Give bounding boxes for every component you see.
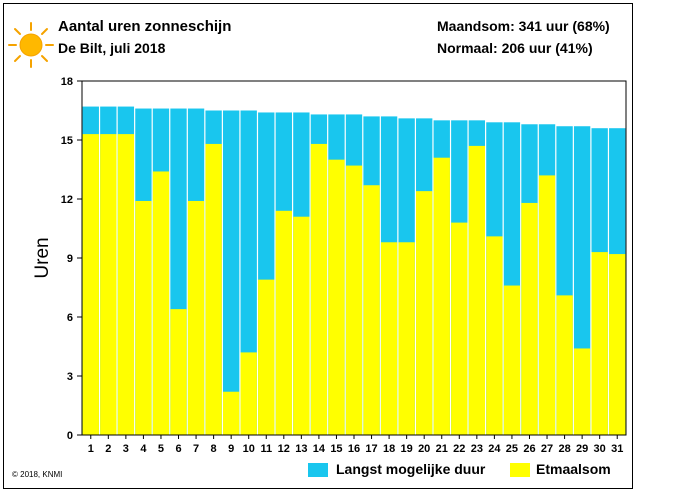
y-tick-label: 9 xyxy=(67,253,73,265)
bar-daily-sum-29 xyxy=(573,348,591,435)
x-tick-label: 12 xyxy=(278,443,290,455)
bar-daily-sum-5 xyxy=(152,171,170,435)
bar-daily-sum-26 xyxy=(521,202,538,435)
x-tick-label: 1 xyxy=(88,443,94,455)
x-tick-label: 18 xyxy=(383,443,395,455)
x-tick-label: 5 xyxy=(158,443,164,455)
x-tick-label: 17 xyxy=(365,443,377,455)
legend-swatch-daily-sum xyxy=(510,463,530,477)
x-tick-label: 2 xyxy=(105,443,111,455)
x-tick-label: 7 xyxy=(193,443,199,455)
normal-total: Normaal: 206 uur (41%) xyxy=(437,40,593,56)
bar-daily-sum-4 xyxy=(135,200,152,435)
y-tick-label: 15 xyxy=(61,135,73,147)
chart-title: Aantal uren zonneschijn xyxy=(58,18,232,35)
bar-daily-sum-11 xyxy=(258,279,275,435)
x-tick-label: 25 xyxy=(506,443,518,455)
x-tick-label: 14 xyxy=(313,443,326,455)
x-tick-label: 21 xyxy=(436,443,448,455)
x-tick-label: 8 xyxy=(211,443,217,455)
x-tick-label: 13 xyxy=(295,443,307,455)
x-tick-label: 28 xyxy=(558,443,570,455)
bar-daily-sum-10 xyxy=(240,352,257,435)
x-tick-label: 3 xyxy=(123,443,129,455)
y-tick-label: 6 xyxy=(67,312,73,324)
x-tick-label: 15 xyxy=(330,443,342,455)
x-tick-label: 20 xyxy=(418,443,430,455)
x-tick-label: 22 xyxy=(453,443,465,455)
bar-daily-sum-15 xyxy=(328,159,345,435)
bar-daily-sum-31 xyxy=(609,254,626,435)
x-tick-label: 26 xyxy=(523,443,535,455)
x-tick-label: 23 xyxy=(471,443,483,455)
x-tick-label: 27 xyxy=(541,443,553,455)
legend-label-daily-sum: Etmaalsom xyxy=(536,461,611,477)
bar-daily-sum-14 xyxy=(310,143,328,435)
copyright: © 2018, KNMI xyxy=(12,470,63,479)
x-tick-label: 10 xyxy=(243,443,255,455)
bar-daily-sum-2 xyxy=(100,134,117,435)
x-tick-label: 4 xyxy=(140,443,147,455)
x-tick-label: 6 xyxy=(175,443,181,455)
bar-daily-sum-30 xyxy=(591,252,608,435)
bar-daily-sum-13 xyxy=(293,216,310,435)
bar-daily-sum-22 xyxy=(451,222,468,435)
y-tick-label: 0 xyxy=(67,430,73,442)
x-tick-label: 31 xyxy=(611,443,623,455)
y-tick-label: 12 xyxy=(61,194,73,206)
bar-daily-sum-7 xyxy=(187,200,205,435)
legend-swatch-max-duration xyxy=(308,463,328,477)
month-total: Maandsom: 341 uur (68%) xyxy=(437,18,610,34)
bar-daily-sum-23 xyxy=(468,145,486,435)
bar-daily-sum-25 xyxy=(503,285,521,435)
bar-daily-sum-1 xyxy=(82,134,99,435)
bar-daily-sum-6 xyxy=(170,309,187,435)
y-tick-label: 3 xyxy=(67,371,73,383)
bar-daily-sum-27 xyxy=(538,175,556,435)
bar-daily-sum-24 xyxy=(486,236,503,435)
x-tick-label: 30 xyxy=(594,443,606,455)
x-tick-label: 24 xyxy=(488,443,501,455)
bar-daily-sum-3 xyxy=(117,134,135,435)
y-axis-label: Uren xyxy=(32,237,53,278)
x-tick-label: 29 xyxy=(576,443,588,455)
legend-label-max-duration: Langst mogelijke duur xyxy=(336,461,486,477)
chart-subtitle: De Bilt, juli 2018 xyxy=(58,40,166,56)
bar-daily-sum-21 xyxy=(433,157,450,435)
y-tick-label: 18 xyxy=(61,76,73,88)
bar-max-duration-9 xyxy=(222,110,240,435)
x-tick-label: 16 xyxy=(348,443,360,455)
bar-daily-sum-19 xyxy=(398,242,415,435)
x-tick-label: 9 xyxy=(228,443,234,455)
bar-daily-sum-16 xyxy=(345,165,363,436)
bar-daily-sum-12 xyxy=(275,210,292,435)
x-tick-label: 11 xyxy=(260,443,272,455)
bar-daily-sum-8 xyxy=(205,143,222,435)
bar-daily-sum-20 xyxy=(416,191,433,435)
bar-daily-sum-28 xyxy=(556,295,573,435)
bar-daily-sum-9 xyxy=(222,391,240,435)
x-tick-label: 19 xyxy=(401,443,413,455)
bar-daily-sum-18 xyxy=(380,242,398,435)
sun-icon xyxy=(8,22,54,68)
bar-daily-sum-17 xyxy=(363,185,380,435)
